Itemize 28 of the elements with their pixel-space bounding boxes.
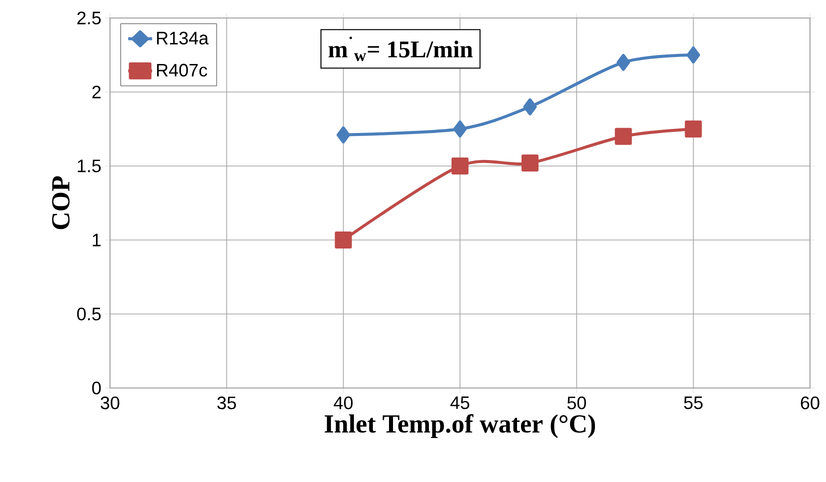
y-tick-label: 2.5 — [77, 12, 101, 24]
point — [614, 128, 632, 145]
point — [523, 98, 537, 116]
x-tick-label: 50 — [567, 396, 586, 410]
point — [686, 46, 700, 64]
x-tick-label: 40 — [334, 396, 353, 410]
y-axis-title: COP — [52, 176, 70, 230]
x-tick-label: 35 — [217, 396, 236, 410]
x-axis-title: Inlet Temp.of water (°C) — [324, 414, 595, 438]
x-tick-label: 30 — [100, 396, 120, 410]
y-tick-label: 2 — [92, 86, 101, 98]
point — [684, 120, 702, 138]
point — [336, 126, 350, 144]
legend-label: R407c — [157, 64, 208, 77]
y-tick-label: 0 — [92, 382, 101, 394]
point — [616, 54, 630, 71]
x-tick-label: 45 — [450, 396, 470, 410]
annotation: m$^{˙}$$_{w}$= 15L/min — [328, 36, 473, 62]
x-tick-label: 60 — [800, 396, 820, 410]
y-tick-label: 1 — [92, 234, 101, 246]
point — [334, 232, 352, 248]
point — [453, 120, 467, 138]
y-tick-label: 1.5 — [78, 160, 101, 172]
legend-label: R134a — [157, 32, 209, 44]
y-tick-label: 0.5 — [77, 308, 101, 320]
point — [452, 157, 469, 174]
point — [522, 154, 539, 172]
x-tick-label: 55 — [684, 396, 703, 410]
